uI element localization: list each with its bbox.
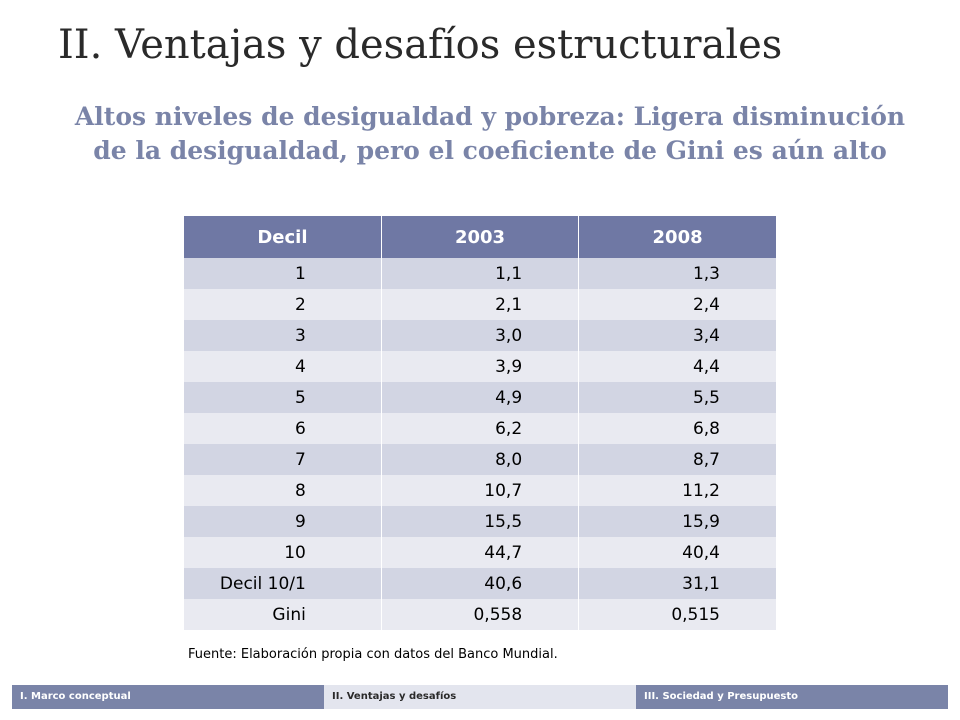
cell-decil: 9 <box>184 506 382 537</box>
cell-2003: 44,7 <box>381 537 580 568</box>
table-row: 1 1,1 1,3 <box>184 258 776 289</box>
cell-2008: 8,7 <box>578 444 776 475</box>
cell-2008: 40,4 <box>578 537 776 568</box>
slide-title: II. Ventajas y desafíos estructurales <box>58 22 783 68</box>
footer-item-ventajas-desafios[interactable]: II. Ventajas y desafíos <box>324 685 636 709</box>
table-row: 5 4,9 5,5 <box>184 382 776 413</box>
cell-2003: 6,2 <box>381 413 580 444</box>
cell-decil: 1 <box>184 258 382 289</box>
slide-subtitle: Altos niveles de desigualdad y pobreza: … <box>74 102 906 165</box>
footer-item-marco-conceptual[interactable]: I. Marco conceptual <box>12 685 324 709</box>
table-row: 8 10,7 11,2 <box>184 475 776 506</box>
cell-decil: 2 <box>184 289 382 320</box>
cell-2008: 15,9 <box>578 506 776 537</box>
cell-decil: 8 <box>184 475 382 506</box>
cell-decil: Decil 10/1 <box>184 568 382 599</box>
table-row: 4 3,9 4,4 <box>184 351 776 382</box>
cell-decil: 5 <box>184 382 382 413</box>
table-row: 3 3,0 3,4 <box>184 320 776 351</box>
cell-decil: 10 <box>184 537 382 568</box>
footer-item-sociedad-presupuesto[interactable]: III. Sociedad y Presupuesto <box>636 685 948 709</box>
cell-2008: 1,3 <box>578 258 776 289</box>
decile-table-container: Decil 2003 2008 1 1,1 1,3 2 2,1 2,4 3 3,… <box>184 216 776 630</box>
cell-2008: 0,515 <box>578 599 776 630</box>
cell-2008: 5,5 <box>578 382 776 413</box>
header-2003: 2003 <box>381 216 580 258</box>
cell-2008: 6,8 <box>578 413 776 444</box>
cell-decil: 7 <box>184 444 382 475</box>
table-row: Gini 0,558 0,515 <box>184 599 776 630</box>
header-2008: 2008 <box>578 216 776 258</box>
cell-decil: 4 <box>184 351 382 382</box>
cell-2008: 4,4 <box>578 351 776 382</box>
cell-decil: Gini <box>184 599 382 630</box>
cell-decil: 3 <box>184 320 382 351</box>
table-header-row: Decil 2003 2008 <box>184 216 776 258</box>
table-row: 9 15,5 15,9 <box>184 506 776 537</box>
cell-2003: 15,5 <box>381 506 580 537</box>
cell-2003: 4,9 <box>381 382 580 413</box>
cell-2008: 11,2 <box>578 475 776 506</box>
cell-2003: 1,1 <box>381 258 580 289</box>
cell-2003: 10,7 <box>381 475 580 506</box>
cell-2008: 2,4 <box>578 289 776 320</box>
table-row: 2 2,1 2,4 <box>184 289 776 320</box>
cell-2008: 3,4 <box>578 320 776 351</box>
header-decil: Decil <box>184 216 382 258</box>
cell-2003: 2,1 <box>381 289 580 320</box>
table-row: 10 44,7 40,4 <box>184 537 776 568</box>
source-note: Fuente: Elaboración propia con datos del… <box>188 647 558 662</box>
cell-2003: 3,9 <box>381 351 580 382</box>
cell-2003: 3,0 <box>381 320 580 351</box>
table-row: 7 8,0 8,7 <box>184 444 776 475</box>
footer-nav: I. Marco conceptual II. Ventajas y desaf… <box>12 685 948 709</box>
cell-2003: 8,0 <box>381 444 580 475</box>
table-row: 6 6,2 6,8 <box>184 413 776 444</box>
cell-2008: 31,1 <box>578 568 776 599</box>
table-row: Decil 10/1 40,6 31,1 <box>184 568 776 599</box>
cell-2003: 40,6 <box>381 568 580 599</box>
decile-table: Decil 2003 2008 1 1,1 1,3 2 2,1 2,4 3 3,… <box>184 216 776 630</box>
cell-decil: 6 <box>184 413 382 444</box>
cell-2003: 0,558 <box>381 599 580 630</box>
